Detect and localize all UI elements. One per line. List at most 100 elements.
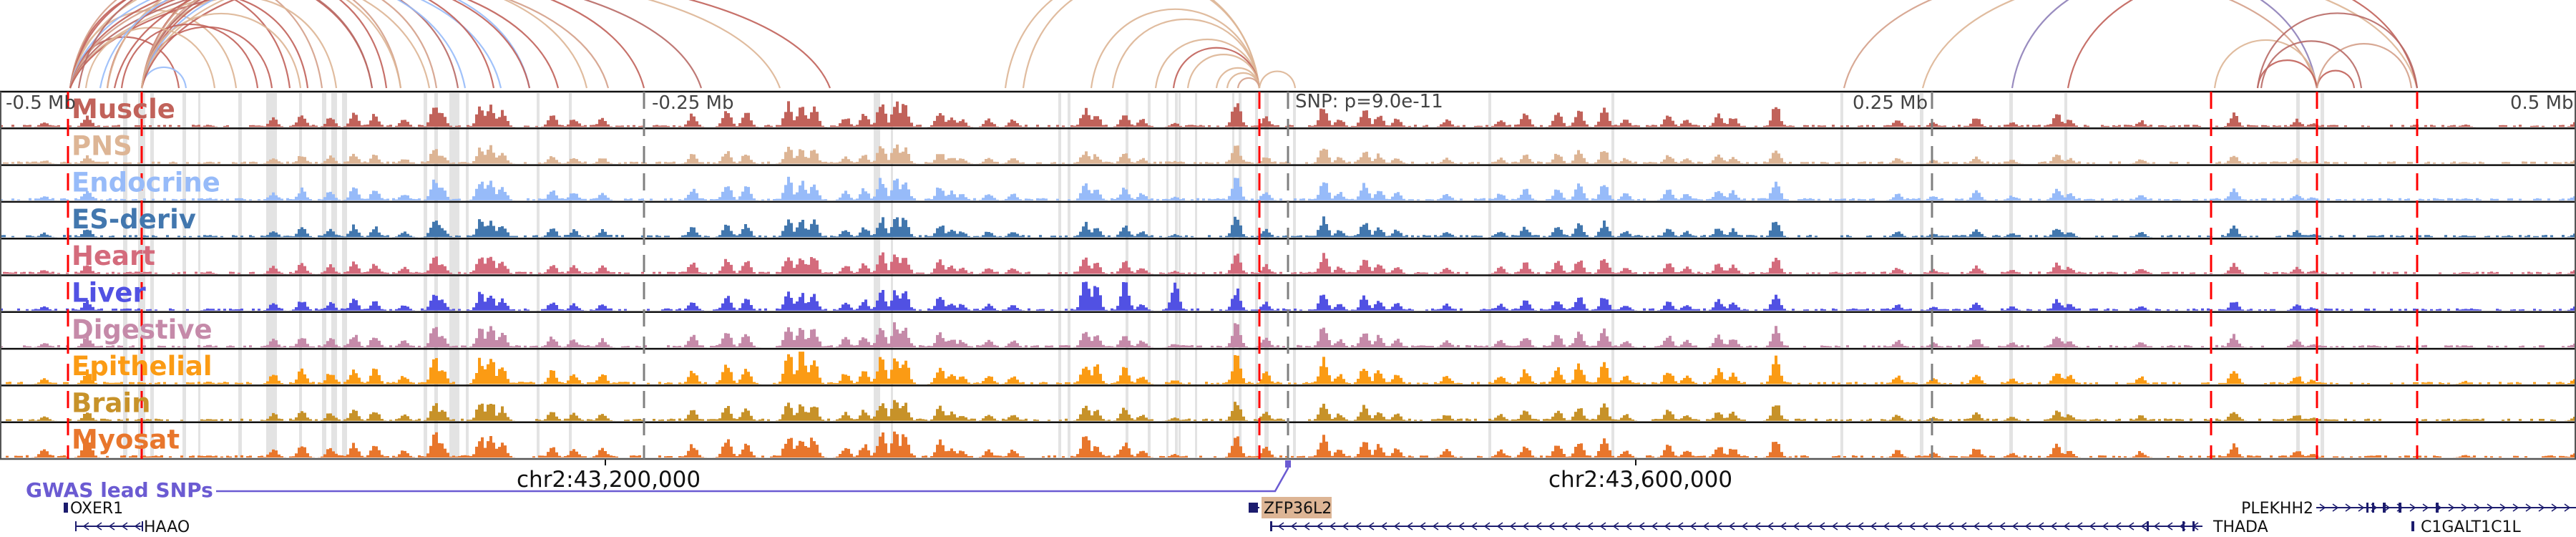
strand-chevron: [1277, 522, 1284, 531]
loop-arc: [1258, 70, 1297, 89]
loop-arc: [140, 0, 495, 89]
strand-chevron: [1535, 522, 1542, 531]
gene-exon: [142, 521, 143, 531]
loop-arc: [69, 0, 703, 89]
strand-chevron: [2358, 503, 2365, 512]
strand-chevron: [1483, 522, 1491, 531]
axis-label-minus-0.25mb: -0.25 Mb: [652, 92, 733, 114]
strand-chevron: [2076, 522, 2083, 531]
loop-arc: [1172, 47, 1261, 89]
gene-exon: [1249, 503, 1258, 513]
strand-chevron: [2140, 522, 2147, 531]
axis-label-0.25mb: 0.25 Mb: [1853, 92, 1928, 114]
gene-oxer1[interactable]: OXER1: [64, 500, 123, 518]
strand-chevron: [1896, 522, 1903, 531]
strand-chevron: [1986, 522, 1993, 531]
strand-chevron: [2409, 503, 2416, 512]
strand-chevron: [1741, 522, 1748, 531]
strand-chevron: [2332, 503, 2339, 512]
strand-chevron: [1380, 522, 1387, 531]
strand-chevron: [2024, 522, 2031, 531]
gene-thada[interactable]: THADA: [1270, 518, 2268, 536]
strand-chevron: [1702, 522, 1709, 531]
loop-arc: [1090, 8, 1261, 89]
strand-chevron: [1548, 522, 1555, 531]
strand-chevron: [2089, 522, 2096, 531]
gwas-snp-marker[interactable]: [1285, 460, 1291, 468]
strand-chevron: [2564, 503, 2571, 512]
gene-label: C1GALT1C1L: [2421, 518, 2521, 536]
track-label-es-deriv: ES-deriv: [72, 204, 196, 235]
strand-chevron: [1509, 522, 1516, 531]
gene-label: HAAO: [144, 518, 190, 536]
strand-chevron: [1831, 522, 1838, 531]
gene-haao[interactable]: HAAO: [75, 518, 190, 536]
gene-exon: [2383, 503, 2386, 513]
strand-chevron: [2422, 503, 2429, 512]
gene-exon: [2399, 503, 2401, 513]
loop-arc: [1843, 0, 2318, 89]
coord-label-43600000: chr2:43,600,000: [1548, 467, 1732, 493]
gwas-track: GWAS lead SNPs: [26, 460, 1291, 502]
strand-chevron: [1316, 522, 1323, 531]
strand-chevron: [2525, 503, 2532, 512]
strand-chevron: [2102, 522, 2109, 531]
track-endocrine: [0, 164, 2576, 200]
strand-chevron: [2384, 503, 2391, 512]
loop-arc: [69, 0, 291, 89]
strand-chevron: [1496, 522, 1503, 531]
track-label-pns: PNS: [72, 130, 132, 161]
strand-chevron: [2448, 503, 2455, 512]
strand-chevron: [1715, 522, 1722, 531]
strand-chevron: [1303, 522, 1310, 531]
strand-chevron: [1586, 522, 1594, 531]
strand-chevron: [1329, 522, 1336, 531]
loop-arc: [1921, 0, 2419, 89]
track-label-heart: Heart: [72, 241, 155, 271]
loop-arc: [69, 0, 431, 89]
strand-chevron: [2153, 522, 2160, 531]
strand-chevron: [1677, 522, 1684, 531]
strand-chevron: [1561, 522, 1568, 531]
coordinate-axis: chr2:43,200,000 chr2:43,600,000: [517, 460, 1732, 493]
gene-exon: [64, 503, 68, 513]
track-labels: Muscle PNS Endocrine ES-deriv Heart Liver Dige…: [72, 94, 220, 455]
position-markers: [67, 92, 2419, 459]
strand-chevron: [2011, 522, 2019, 531]
gene-exon: [1270, 521, 1272, 531]
strand-chevron: [1947, 522, 1954, 531]
gene-label: THADA: [2212, 518, 2268, 536]
strand-chevron: [1844, 522, 1851, 531]
gwas-leader-line: [216, 463, 1289, 493]
track-label-muscle: Muscle: [72, 94, 175, 125]
loop-arc: [1111, 19, 1261, 89]
strand-chevron: [1638, 522, 1645, 531]
loop-arc: [77, 0, 374, 89]
gene-plekhh2[interactable]: PLEKHH2: [2241, 500, 2576, 518]
gene-exon: [2366, 503, 2368, 513]
strand-chevron: [1393, 522, 1400, 531]
loop-arc: [1236, 77, 1261, 89]
track-label-myosat: Myosat: [72, 425, 180, 455]
gene-zfp36l2[interactable]: ZFP36L2: [1249, 497, 1332, 518]
gene-c1galt1c1l[interactable]: C1GALT1C1L: [2411, 518, 2521, 536]
strand-chevron: [1599, 522, 1606, 531]
strand-chevron: [1458, 522, 1465, 531]
strand-chevron: [1625, 522, 1632, 531]
strand-chevron: [1999, 522, 2006, 531]
strand-chevron: [2050, 522, 2057, 531]
loop-arc: [140, 0, 588, 89]
strand-chevron: [82, 522, 89, 531]
strand-chevron: [2551, 503, 2558, 512]
strand-chevron: [2127, 522, 2135, 531]
loop-arc: [69, 0, 323, 89]
strand-chevron: [2538, 503, 2545, 512]
loop-arc: [2067, 0, 2419, 89]
loop-arc: [140, 12, 302, 89]
gene-exon: [75, 521, 77, 531]
loop-arc: [120, 23, 259, 89]
strand-chevron: [108, 522, 115, 531]
strand-chevron: [1355, 522, 1362, 531]
strand-chevron: [2063, 522, 2070, 531]
